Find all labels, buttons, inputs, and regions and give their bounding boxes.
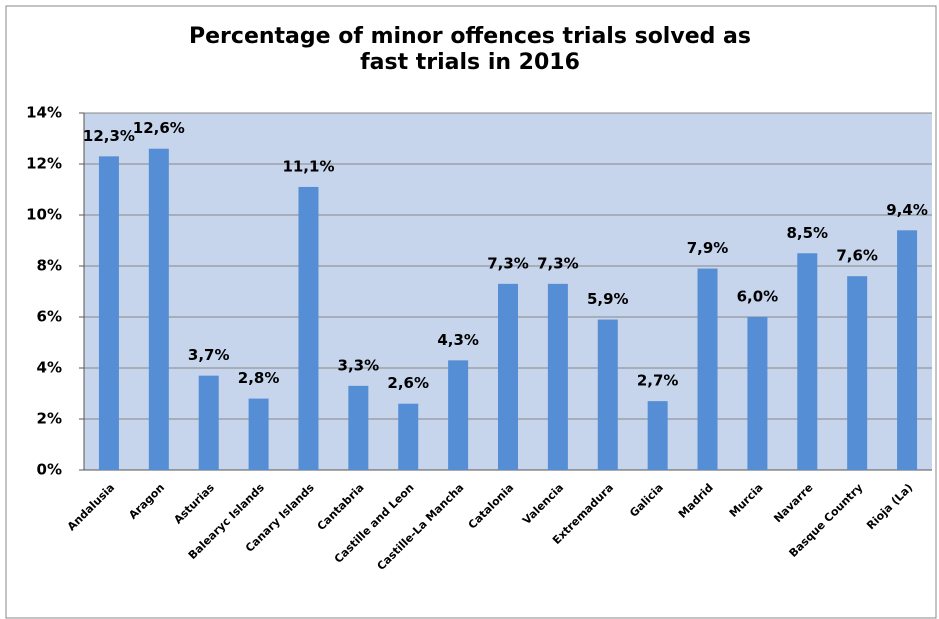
bar (847, 276, 868, 470)
bar (547, 283, 568, 470)
bar (448, 360, 469, 470)
bar (747, 317, 768, 470)
bar (98, 156, 119, 470)
value-label: 4,3% (437, 331, 479, 349)
bar (647, 401, 668, 470)
value-label: 2,7% (637, 372, 679, 390)
y-tick-label: 14% (26, 104, 62, 122)
bar (248, 398, 269, 470)
value-label: 6,0% (737, 288, 779, 306)
bar (198, 375, 219, 470)
bar (148, 148, 169, 470)
bar (498, 283, 518, 470)
y-tick-label: 0% (37, 461, 62, 479)
value-label: 2,6% (387, 374, 429, 392)
value-label: 7,3% (487, 254, 529, 272)
value-label: 11,1% (282, 157, 334, 175)
bar (398, 403, 419, 470)
bar (797, 253, 818, 470)
value-label: 3,3% (338, 356, 380, 374)
y-tick-label: 6% (37, 308, 62, 326)
bar (697, 268, 718, 470)
bar (597, 319, 618, 470)
y-tick-label: 10% (26, 206, 62, 224)
bar (298, 186, 319, 470)
value-label: 9,4% (886, 201, 928, 219)
value-label: 8,5% (786, 224, 828, 242)
y-tick-label: 2% (37, 410, 62, 428)
y-tick-label: 12% (26, 155, 62, 173)
value-label: 7,9% (687, 239, 729, 257)
value-label: 12,6% (133, 119, 185, 137)
bar (897, 230, 918, 470)
bar (348, 385, 369, 470)
value-label: 7,3% (537, 254, 579, 272)
y-tick-label: 4% (37, 359, 62, 377)
value-label: 5,9% (587, 290, 629, 308)
value-label: 7,6% (836, 247, 878, 265)
value-label: 3,7% (188, 346, 230, 364)
value-label: 12,3% (83, 127, 135, 145)
y-tick-label: 8% (37, 257, 62, 275)
chart-title: Percentage of minor offences trials solv… (189, 24, 751, 75)
value-label: 2,8% (238, 369, 280, 387)
